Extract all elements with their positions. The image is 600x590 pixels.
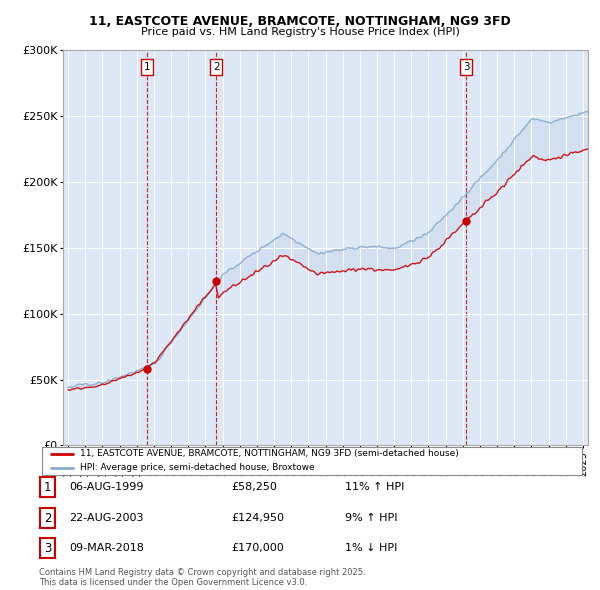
Text: £170,000: £170,000	[231, 543, 284, 553]
Text: 09-MAR-2018: 09-MAR-2018	[69, 543, 144, 553]
Text: 11% ↑ HPI: 11% ↑ HPI	[345, 483, 404, 492]
Text: 11, EASTCOTE AVENUE, BRAMCOTE, NOTTINGHAM, NG9 3FD: 11, EASTCOTE AVENUE, BRAMCOTE, NOTTINGHA…	[89, 15, 511, 28]
Text: 1: 1	[44, 481, 51, 494]
Text: 06-AUG-1999: 06-AUG-1999	[69, 483, 143, 492]
Text: 1% ↓ HPI: 1% ↓ HPI	[345, 543, 397, 553]
Text: £58,250: £58,250	[231, 483, 277, 492]
FancyBboxPatch shape	[40, 508, 55, 528]
Text: 3: 3	[463, 62, 469, 72]
Text: Contains HM Land Registry data © Crown copyright and database right 2025.
This d: Contains HM Land Registry data © Crown c…	[39, 568, 365, 587]
FancyBboxPatch shape	[42, 447, 582, 475]
Text: 11, EASTCOTE AVENUE, BRAMCOTE, NOTTINGHAM, NG9 3FD (semi-detached house): 11, EASTCOTE AVENUE, BRAMCOTE, NOTTINGHA…	[80, 449, 458, 458]
Text: 9% ↑ HPI: 9% ↑ HPI	[345, 513, 398, 523]
FancyBboxPatch shape	[40, 477, 55, 497]
Text: 2: 2	[44, 512, 51, 525]
Text: 1: 1	[144, 62, 151, 72]
Text: Price paid vs. HM Land Registry's House Price Index (HPI): Price paid vs. HM Land Registry's House …	[140, 27, 460, 37]
FancyBboxPatch shape	[40, 538, 55, 558]
Text: £124,950: £124,950	[231, 513, 284, 523]
Text: 3: 3	[44, 542, 51, 555]
Text: HPI: Average price, semi-detached house, Broxtowe: HPI: Average price, semi-detached house,…	[80, 463, 314, 473]
Text: 2: 2	[213, 62, 220, 72]
Text: 22-AUG-2003: 22-AUG-2003	[69, 513, 143, 523]
